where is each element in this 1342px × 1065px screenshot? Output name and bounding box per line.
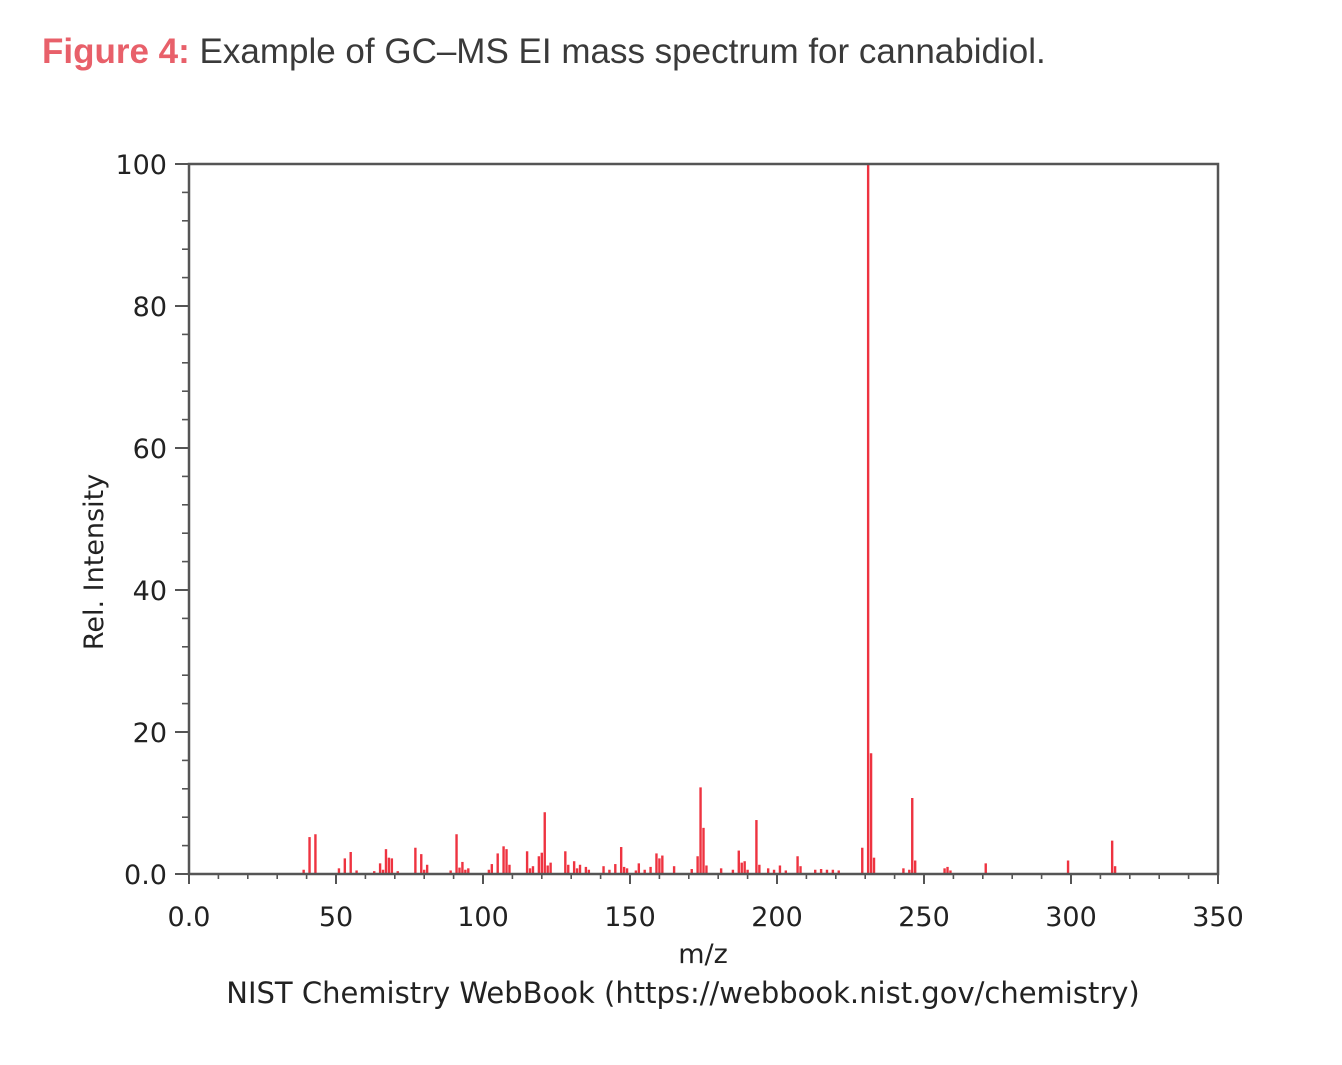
y-tick-label: 40 (133, 576, 167, 607)
x-tick-label: 50 (319, 902, 353, 933)
y-tick-label: 80 (133, 292, 167, 323)
y-tick-label: 0.0 (124, 860, 167, 891)
y-tick-label: 100 (115, 150, 167, 181)
figure-label: Figure 4: (42, 32, 190, 71)
x-tick-label: 350 (1192, 902, 1244, 933)
y-tick-label: 20 (133, 718, 167, 749)
source-note: NIST Chemistry WebBook (https://webbook.… (226, 976, 1139, 1010)
x-tick-label: 200 (751, 902, 803, 933)
x-tick-label: 150 (604, 902, 656, 933)
plot-frame (187, 162, 1220, 876)
y-axis-title: Rel. Intensity (79, 474, 110, 650)
x-tick-label: 300 (1045, 902, 1097, 933)
x-axis-title: m/z (678, 939, 728, 970)
figure-caption-text: Example of GC–MS EI mass spectrum for ca… (199, 32, 1046, 71)
peaks-group (302, 164, 1117, 874)
x-tick-label: 100 (457, 902, 509, 933)
figure-caption: Figure 4: Example of GC–MS EI mass spect… (42, 28, 1046, 76)
ticks-group: 0.0 50 100 150 200 250 300 350 0.0 20 40 60 80 100 (115, 150, 1243, 933)
x-tick-label: 250 (898, 902, 950, 933)
y-tick-label: 60 (133, 434, 167, 465)
x-tick-label: 0.0 (168, 902, 211, 933)
